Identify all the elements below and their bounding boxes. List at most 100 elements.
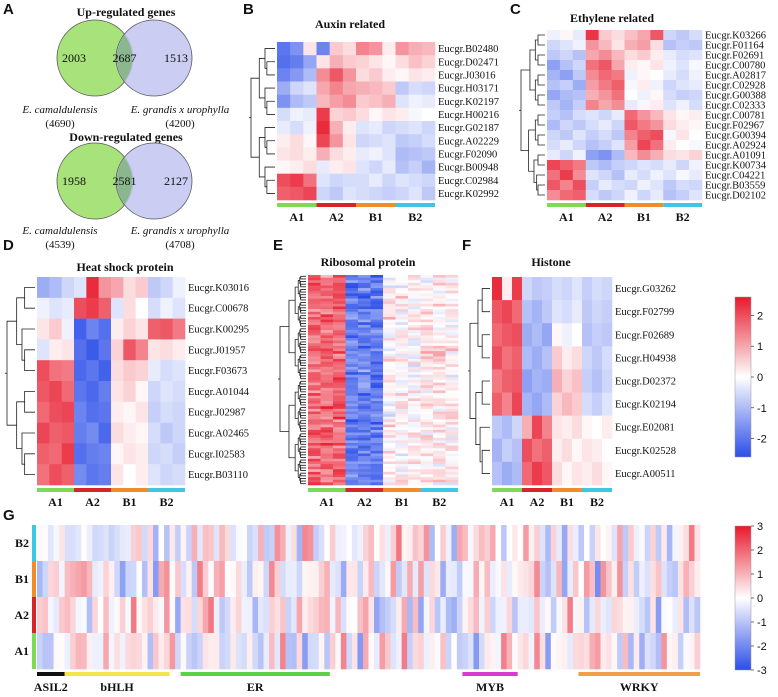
heatmap-cell bbox=[572, 525, 579, 562]
heatmap-cell bbox=[420, 377, 434, 381]
heatmap-cell bbox=[420, 422, 434, 425]
colorbar-tick-label: -3 bbox=[757, 665, 767, 677]
heatmap-cell bbox=[70, 597, 76, 634]
heatmap-cell bbox=[70, 633, 76, 670]
heatmap-cell bbox=[433, 351, 446, 355]
heatmap-cell bbox=[637, 80, 651, 91]
heatmap-cell bbox=[433, 427, 446, 431]
heatmap-cell bbox=[277, 68, 291, 82]
heatmap-cell bbox=[333, 288, 346, 292]
heatmap-cell bbox=[148, 277, 161, 299]
heatmap-cell bbox=[303, 186, 317, 201]
heatmap-cell bbox=[383, 306, 396, 310]
heatmap-cell bbox=[135, 360, 149, 382]
heatmap-cell bbox=[358, 369, 371, 373]
heatmap-cell bbox=[395, 340, 409, 344]
heatmap-cell bbox=[650, 130, 664, 141]
heatmap-cell bbox=[421, 55, 436, 69]
heatmap-cell bbox=[358, 479, 371, 483]
dendrogram-branch bbox=[537, 34, 545, 46]
heatmap-cell bbox=[637, 70, 651, 81]
heatmap-cell bbox=[345, 380, 359, 383]
heatmap-cell bbox=[408, 55, 423, 69]
heatmap-cell bbox=[172, 443, 186, 465]
heatmap-cell bbox=[598, 110, 612, 121]
heatmap-cell bbox=[274, 525, 281, 562]
heatmap-cell bbox=[130, 633, 137, 670]
heatmap-cell bbox=[562, 461, 573, 486]
heatmap-cell bbox=[637, 190, 651, 201]
heatmap-cell bbox=[172, 464, 186, 486]
heatmap-cell bbox=[303, 68, 317, 82]
heatmap-cell bbox=[395, 482, 409, 486]
heatmap-cell bbox=[383, 335, 396, 339]
dendrogram-branch bbox=[537, 54, 545, 66]
heatmap-cell bbox=[320, 309, 334, 313]
heatmap-cell bbox=[433, 369, 446, 373]
heatmap-cell bbox=[445, 422, 459, 425]
heatmap-cell bbox=[559, 80, 574, 91]
panel-label-e: E bbox=[273, 237, 283, 254]
heatmap-cell bbox=[611, 190, 625, 201]
heatmap-cell bbox=[408, 107, 423, 122]
heatmap-cell bbox=[445, 338, 459, 341]
heatmap-cell bbox=[358, 366, 371, 370]
heatmap-cell bbox=[382, 81, 396, 95]
heatmap-cell bbox=[445, 348, 459, 352]
heatmap-cell bbox=[370, 443, 384, 446]
heatmap-cell bbox=[445, 471, 459, 475]
heatmap-cell bbox=[676, 120, 690, 131]
heatmap-cell bbox=[61, 443, 75, 465]
heatmap-cell bbox=[395, 359, 409, 362]
heatmap-cell bbox=[345, 406, 359, 410]
heatmap-cell bbox=[49, 297, 62, 319]
heatmap-cell bbox=[37, 318, 50, 340]
group-label-B2: B2 bbox=[159, 495, 173, 509]
group-label-A1: A1 bbox=[289, 210, 304, 224]
heatmap-cell bbox=[663, 60, 677, 71]
heatmap-cell bbox=[335, 633, 342, 670]
heatmap-cell bbox=[602, 415, 613, 440]
group-bar-A1 bbox=[492, 488, 522, 492]
heatmap-cell bbox=[290, 68, 304, 82]
heatmap-cell bbox=[420, 403, 434, 407]
heatmap-cell bbox=[333, 427, 346, 431]
heatmap-cell bbox=[445, 406, 459, 410]
heatmap-cell bbox=[689, 120, 703, 131]
heatmap-cell bbox=[395, 343, 409, 347]
heatmap-cell bbox=[545, 597, 552, 634]
heatmap-cell bbox=[123, 339, 136, 361]
heatmap-cell bbox=[559, 100, 574, 111]
heatmap-cell bbox=[345, 296, 359, 299]
heatmap-cell bbox=[370, 301, 384, 305]
heatmap-cell bbox=[445, 374, 459, 378]
heatmap-cell bbox=[42, 525, 49, 562]
heatmap-cell bbox=[617, 597, 623, 634]
heatmap-cell bbox=[333, 382, 346, 386]
heatmap-cell bbox=[420, 482, 434, 486]
heatmap-cell bbox=[358, 401, 371, 404]
heatmap-cell bbox=[370, 303, 384, 307]
heatmap-cell bbox=[395, 448, 409, 452]
group-bar-B2 bbox=[663, 203, 702, 207]
heatmap-cell bbox=[395, 479, 409, 483]
heatmap-cell bbox=[308, 395, 321, 399]
dendrogram-branch bbox=[300, 428, 306, 432]
heatmap-cell bbox=[345, 330, 359, 334]
heatmap-cell bbox=[53, 561, 60, 598]
heatmap-cell bbox=[358, 317, 371, 320]
heatmap-cell bbox=[383, 382, 396, 386]
heatmap-cell bbox=[676, 140, 690, 151]
heatmap-cell bbox=[408, 160, 423, 174]
heatmap-cell bbox=[420, 335, 434, 339]
heatmap-cell bbox=[135, 464, 149, 486]
heatmap-cell bbox=[611, 120, 625, 131]
heatmap-cell bbox=[429, 633, 436, 670]
dendrogram-branch bbox=[299, 478, 306, 483]
heatmap-cell bbox=[395, 311, 409, 315]
heatmap-cell bbox=[333, 471, 346, 475]
heatmap-cell bbox=[408, 306, 421, 310]
heatmap-cell bbox=[408, 427, 421, 431]
heatmap-cell bbox=[433, 301, 446, 305]
